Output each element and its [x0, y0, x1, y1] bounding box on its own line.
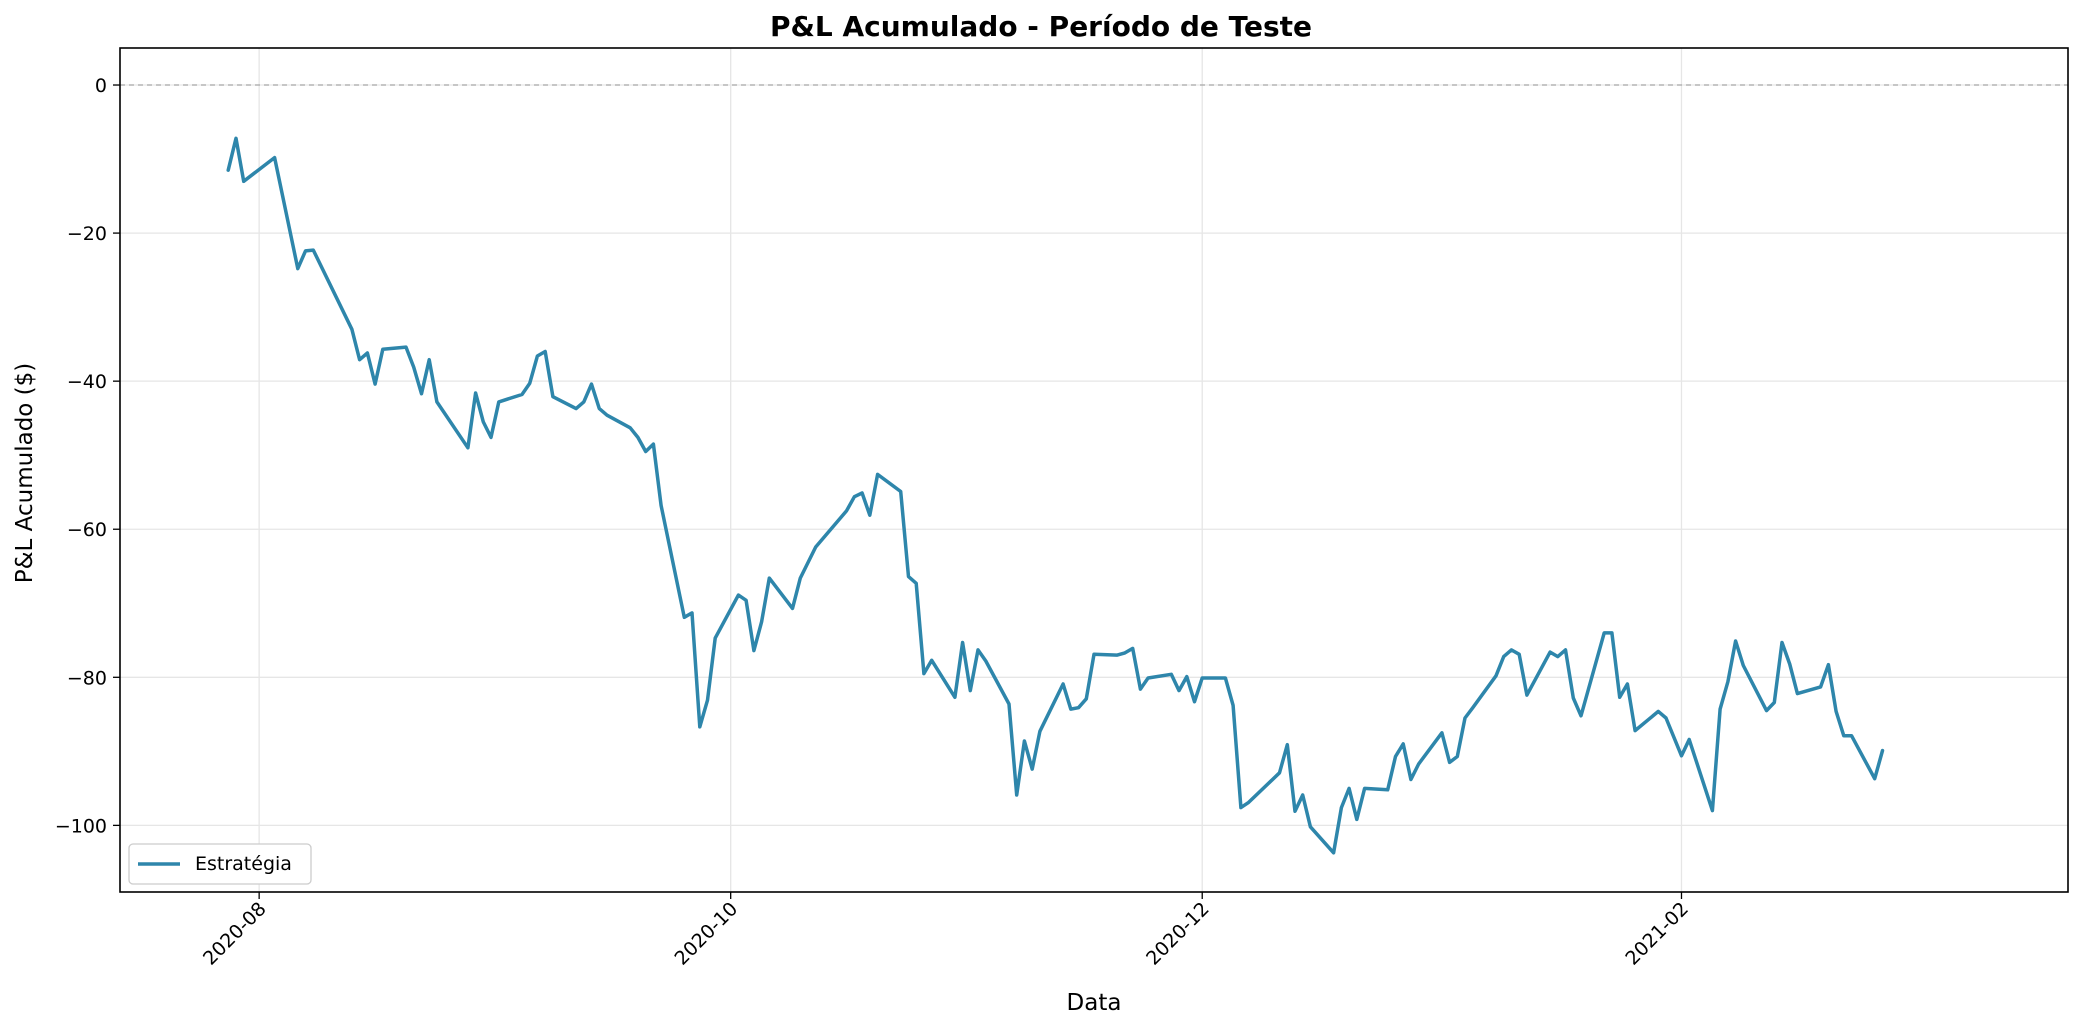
y-tick-label: −40	[67, 371, 107, 393]
y-tick-label: −80	[67, 667, 107, 689]
y-tick-label: 0	[95, 75, 107, 97]
chart-title: P&L Acumulado - Período de Teste	[770, 10, 1312, 43]
legend-label: Estratégia	[195, 853, 292, 875]
x-axis-label: Data	[1067, 990, 1122, 1016]
y-tick-label: −100	[55, 815, 107, 837]
y-axis-label: P&L Acumulado ($)	[12, 363, 38, 584]
series-layer	[226, 136, 1885, 855]
y-tick-label: −60	[67, 519, 107, 541]
series-line-estrategia	[226, 136, 1885, 855]
legend-box	[128, 843, 312, 885]
plot-area-frame	[119, 47, 2069, 893]
legend: Estratégia	[128, 843, 312, 885]
y-tick-label: −20	[67, 223, 107, 245]
